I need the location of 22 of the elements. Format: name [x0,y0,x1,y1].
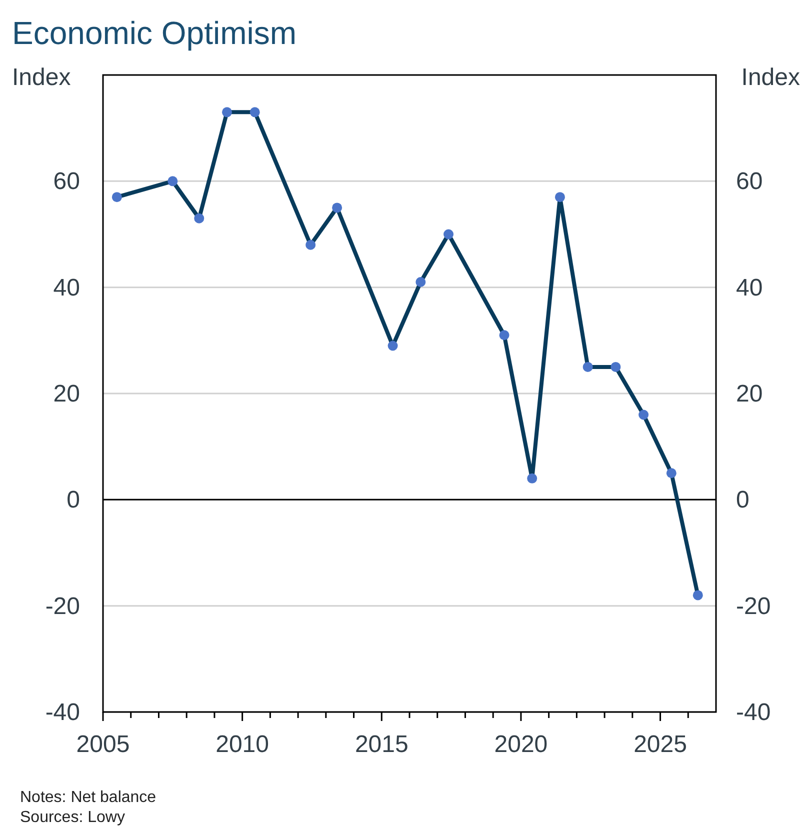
x-tick-label: 2010 [216,731,270,758]
x-tick-label: 2020 [494,731,548,758]
text: Notes: Net balance [20,789,156,806]
y-tick-label: 20 [53,380,80,408]
x-tick-label: 2015 [354,731,408,758]
chart-title: Economic Optimism [12,15,296,51]
y-tick-label: -20 [45,592,80,620]
y-tick-label: 60 [53,168,80,196]
y2-tick-label: -40 [736,699,771,726]
y2-tick-label: 60 [736,168,763,196]
x-tick-label: 2025 [634,731,687,758]
source-note: Sources: Lowy [20,809,125,826]
y2-tick-label: -20 [736,592,771,620]
y2-tick-label: 40 [736,274,763,302]
x-tick-label: 2005 [76,731,130,758]
y-tick-label: -40 [45,699,80,726]
y-axis-title: Index [12,64,71,91]
y-tick-label: 40 [53,274,80,302]
y2-axis-title: Index [741,64,800,91]
y2-tick-label: 20 [736,380,763,408]
y2-tick-label: 0 [736,486,750,514]
y-tick-label: 0 [66,486,80,514]
